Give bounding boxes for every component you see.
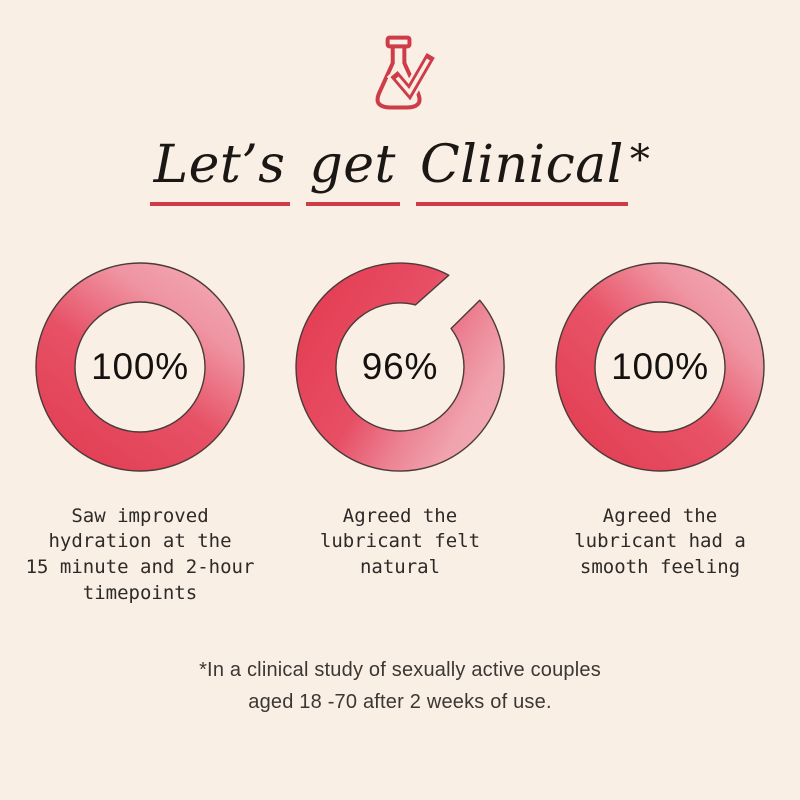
page-title: Let’s get Clinical * xyxy=(142,138,659,206)
donut-ring-1-svg xyxy=(35,261,245,472)
chart-caption-3: Agreed the lubricant had a smooth feelin… xyxy=(574,504,746,578)
donut-ring-2-svg xyxy=(295,261,505,472)
title-word-get: get xyxy=(305,138,400,206)
title-word-lets: Let’s xyxy=(149,138,290,206)
footnote: *In a clinical study of sexually active … xyxy=(199,659,601,714)
donut-ring-3-svg xyxy=(555,261,765,472)
asterisk: * xyxy=(629,137,651,183)
chart-caption-2: Agreed the lubricant felt natural xyxy=(319,504,481,578)
donut-ring-3: 100% xyxy=(555,261,765,472)
percent-label-2: 96% xyxy=(361,345,439,387)
flask-check-icon xyxy=(363,34,437,114)
flask-check-icon-svg xyxy=(375,35,437,110)
title-word-clinical-group: Clinical * xyxy=(415,137,651,206)
percent-label-3: 100% xyxy=(611,345,709,387)
donut-ring-1: 100% xyxy=(35,261,245,472)
donut-ring-2: 96% xyxy=(295,261,505,472)
donut-chart-smooth: 100% Agreed the lubricant had a smooth f… xyxy=(534,261,786,607)
title-word-clinical: Clinical xyxy=(415,138,628,206)
donut-chart-hydration: 100% Saw improved hydration at the 15 mi… xyxy=(14,261,266,607)
donut-charts-row: 100% Saw improved hydration at the 15 mi… xyxy=(14,261,786,607)
donut-chart-natural: 96% Agreed the lubricant felt natural xyxy=(274,261,526,607)
chart-caption-1: Saw improved hydration at the 15 minute … xyxy=(25,504,255,604)
percent-label-1: 100% xyxy=(91,345,189,387)
